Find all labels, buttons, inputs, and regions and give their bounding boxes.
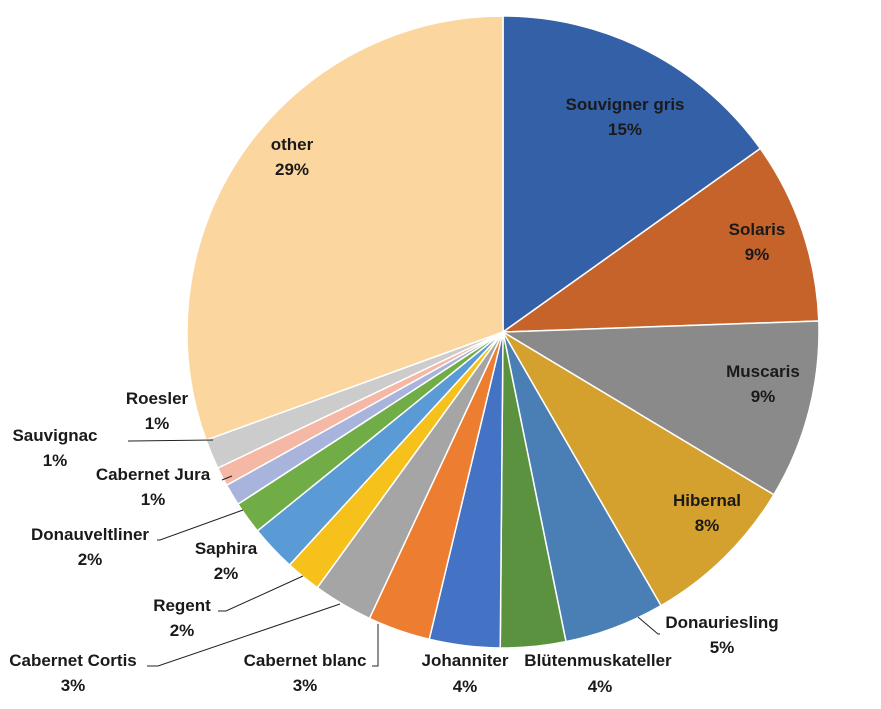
data-label-saphira: Saphira (195, 539, 258, 558)
data-value-souvigner-gris: 15% (608, 120, 642, 139)
pie-slice-hibernal (500, 329, 775, 607)
data-value-roesler: 1% (145, 414, 170, 433)
data-label-roesler: Roesler (126, 389, 189, 408)
leader-line-cabernet-blanc (372, 624, 379, 667)
data-value-muscaris: 9% (751, 387, 776, 406)
data-label-bl-tenmuskateller: Blütenmuskateller (524, 651, 672, 670)
leader-line-cabernet-cortis (147, 603, 341, 667)
data-value-donauriesling: 5% (710, 638, 735, 657)
leader-line-sauvignac (128, 439, 214, 442)
leader-line-donauveltliner (157, 509, 244, 541)
data-value-sauvignac: 1% (43, 451, 68, 470)
leader-lines (128, 439, 660, 667)
pie-slice-solaris (500, 147, 820, 333)
leader-line-cabernet-jura (221, 475, 233, 481)
data-label-muscaris: Muscaris (726, 362, 800, 381)
data-label-regent: Regent (153, 596, 211, 615)
pie-slices (186, 15, 820, 649)
data-label-souvigner-gris: Souvigner gris (565, 95, 684, 114)
data-label-donauriesling: Donauriesling (665, 613, 778, 632)
data-value-hibernal: 8% (695, 516, 720, 535)
pie-slice-souvigner-gris (502, 15, 762, 334)
data-value-cabernet-cortis: 3% (61, 676, 86, 695)
data-value-saphira: 2% (214, 564, 239, 583)
data-label-hibernal: Hibernal (673, 491, 741, 510)
data-label-other: other (271, 135, 314, 154)
data-value-solaris: 9% (745, 245, 770, 264)
leader-line-donauriesling (637, 616, 660, 635)
pie-slice-muscaris (500, 320, 820, 496)
data-label-cabernet-blanc: Cabernet blanc (244, 651, 367, 670)
data-label-johanniter: Johanniter (422, 651, 509, 670)
data-label-sauvignac: Sauvignac (12, 426, 97, 445)
data-value-regent: 2% (170, 621, 195, 640)
data-value-other: 29% (275, 160, 309, 179)
data-label-cabernet-jura: Cabernet Jura (96, 465, 211, 484)
data-label-cabernet-cortis: Cabernet Cortis (9, 651, 137, 670)
data-label-solaris: Solaris (729, 220, 786, 239)
data-value-johanniter: 4% (453, 677, 478, 696)
data-labels: Souvigner gris 15% Solaris 9% Muscaris 9% Hibe… (9, 95, 800, 696)
leader-line-regent (218, 575, 304, 612)
data-value-cabernet-jura: 1% (141, 490, 166, 509)
data-label-donauveltliner: Donauveltliner (31, 525, 149, 544)
data-value-cabernet-blanc: 3% (293, 676, 318, 695)
pie-slice-other (186, 15, 504, 442)
data-value-bl-tenmuskateller: 4% (588, 677, 613, 696)
data-value-donauveltliner: 2% (78, 550, 103, 569)
